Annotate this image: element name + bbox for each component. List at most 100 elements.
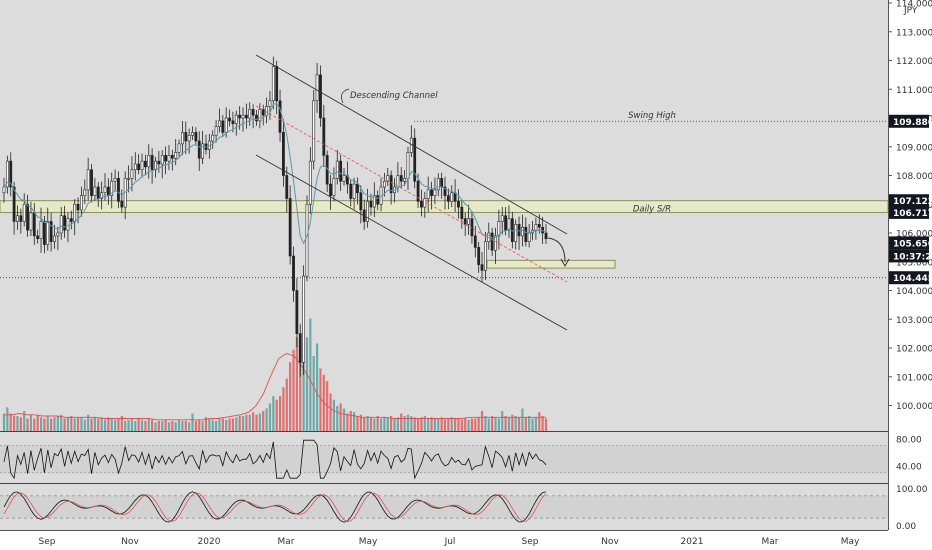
candle-body — [241, 114, 245, 119]
volume-bar — [60, 414, 63, 431]
volume-bar — [2, 413, 6, 431]
candle-body — [430, 189, 433, 196]
volume-bar — [228, 418, 231, 431]
volume-bar — [90, 418, 93, 431]
candle-body — [150, 155, 154, 171]
volume-bar — [184, 421, 187, 431]
candle-body — [170, 155, 174, 159]
volume-bar — [164, 419, 167, 431]
volume-bar — [538, 412, 541, 431]
volume-bar — [110, 418, 113, 431]
candle-body — [133, 163, 137, 171]
candle-body — [228, 117, 231, 122]
volume-bar — [137, 418, 140, 431]
volume-bar — [255, 414, 258, 431]
volume-bar — [201, 421, 204, 431]
volume-bar — [211, 419, 214, 431]
volume-bar — [66, 417, 70, 431]
price-badge — [889, 194, 929, 208]
volume-bar — [420, 417, 423, 431]
candle-body — [76, 203, 80, 211]
volume-bar — [174, 422, 177, 431]
candle-body — [534, 224, 538, 231]
volume-bar — [23, 411, 26, 431]
candle-body — [167, 155, 171, 162]
volume-bar — [430, 417, 433, 431]
volume-bar — [285, 378, 288, 431]
candle-body — [100, 192, 104, 199]
volume-bar — [120, 416, 123, 431]
candle-body — [86, 169, 90, 191]
candle-body — [261, 109, 265, 116]
target-zone — [486, 259, 616, 269]
volume-bar — [386, 417, 389, 431]
candle-body — [413, 137, 417, 182]
volume-bar — [124, 421, 127, 431]
candle-body — [56, 232, 60, 237]
x-tick-label: May — [841, 537, 860, 547]
candle-body — [308, 160, 312, 205]
volume-bar — [514, 416, 517, 431]
moving-average-line — [3, 103, 547, 245]
volume-bar — [268, 403, 272, 431]
volume-bar — [423, 416, 426, 431]
candle-body — [396, 175, 400, 188]
candle-body — [507, 218, 511, 231]
candle-body — [255, 114, 258, 122]
volume-bar — [93, 417, 96, 431]
volume-bar — [221, 418, 224, 431]
candle-body — [39, 221, 43, 240]
candle-body — [214, 126, 218, 136]
x-tick-label: 2021 — [681, 537, 704, 547]
candle-body — [342, 175, 346, 182]
candle-body — [22, 203, 26, 222]
candle-body — [420, 201, 423, 208]
volume-bar — [130, 418, 134, 431]
candle-body — [406, 152, 410, 179]
volume-bar — [194, 421, 197, 431]
volume-bar — [225, 419, 228, 431]
candle-body — [29, 212, 33, 231]
candle-body — [359, 192, 363, 211]
candle-body — [275, 65, 279, 102]
candle-body — [271, 65, 275, 102]
stoch-tick-label: 100.00 — [896, 485, 928, 495]
candle-body — [332, 178, 336, 196]
candle-body — [80, 195, 83, 211]
volume-bar — [53, 417, 56, 431]
volume-bar — [470, 418, 474, 431]
candle-body — [288, 198, 292, 257]
volume-bar — [39, 417, 43, 431]
candle-body — [59, 215, 63, 234]
price-badge-text: 105.656 — [893, 239, 932, 249]
channel-lower-line — [255, 154, 568, 331]
price-badge-text: 107.122 — [893, 197, 932, 207]
candle-body — [9, 160, 13, 188]
candle-body — [164, 155, 167, 162]
volume-bar — [531, 418, 534, 431]
candle-body — [278, 100, 282, 133]
volume-bar — [410, 416, 413, 431]
candle-body — [383, 180, 386, 188]
candle-body — [194, 132, 198, 142]
x-tick-label: Mar — [762, 537, 779, 547]
volume-bar — [457, 418, 460, 431]
volume-bar — [29, 414, 33, 431]
volume-bar — [6, 407, 9, 431]
candle-body — [450, 192, 454, 202]
volume-bar — [56, 416, 59, 431]
candle-body — [184, 132, 188, 142]
candle-body — [446, 195, 450, 202]
candle-body — [473, 235, 477, 248]
channel-mid-line — [255, 105, 568, 283]
candle-body — [46, 221, 50, 245]
volume-bar — [379, 418, 383, 431]
volume-bar — [83, 419, 86, 431]
candle-body — [268, 100, 272, 107]
candle-body — [426, 189, 430, 199]
candle-body — [527, 232, 531, 242]
volume-bar — [167, 422, 171, 431]
volume-bar — [248, 414, 251, 431]
candle-body — [140, 160, 144, 171]
